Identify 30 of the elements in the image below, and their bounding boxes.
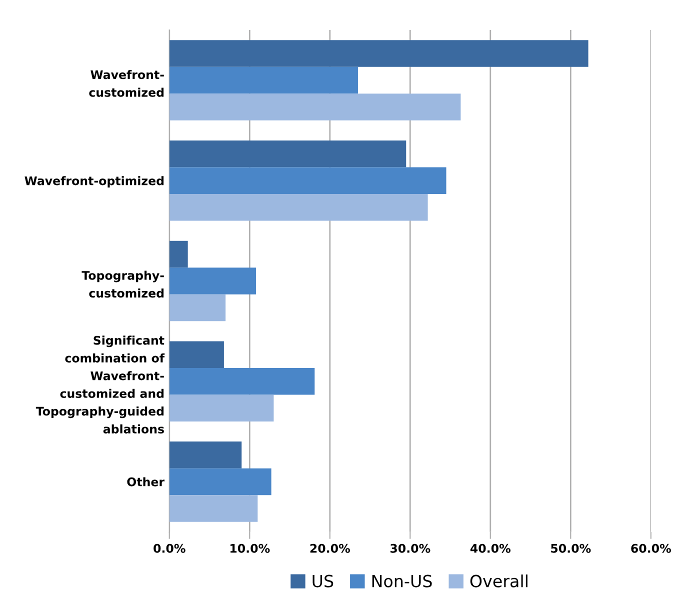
x-tick-label: 20.0% [310, 544, 350, 553]
bar [169, 167, 446, 194]
bar [169, 341, 224, 368]
x-tick-label: 50.0% [551, 544, 591, 553]
x-tick-label: 0.0% [154, 544, 186, 553]
bar [169, 495, 258, 522]
bar [169, 468, 272, 496]
legend-label: Non-US [372, 574, 432, 588]
legend-label: US [312, 574, 334, 588]
bar [169, 194, 428, 221]
bar [169, 268, 256, 294]
y-tick-label: Topography- customized [82, 270, 164, 298]
bar [169, 66, 358, 94]
bar [169, 368, 315, 395]
y-tick-label: Other [127, 477, 164, 486]
bar [169, 140, 406, 168]
x-tick-label: 60.0% [631, 544, 671, 553]
bar [169, 294, 226, 322]
bar [169, 240, 188, 268]
x-tick-label: 10.0% [230, 544, 270, 553]
x-tick-label: 40.0% [470, 544, 510, 553]
y-tick-label: Wavefront-optimized [24, 176, 164, 188]
y-tick-label: Significant combination of Wavefront- customized and Topography-guided ablations [36, 336, 165, 434]
x-tick-label: 30.0% [390, 544, 430, 553]
bar [169, 442, 242, 468]
bar [169, 394, 274, 422]
y-tick-label: Wavefront- customized [89, 70, 164, 97]
legend-label: Overall [470, 574, 528, 588]
bar [169, 94, 461, 120]
bar [169, 40, 588, 67]
